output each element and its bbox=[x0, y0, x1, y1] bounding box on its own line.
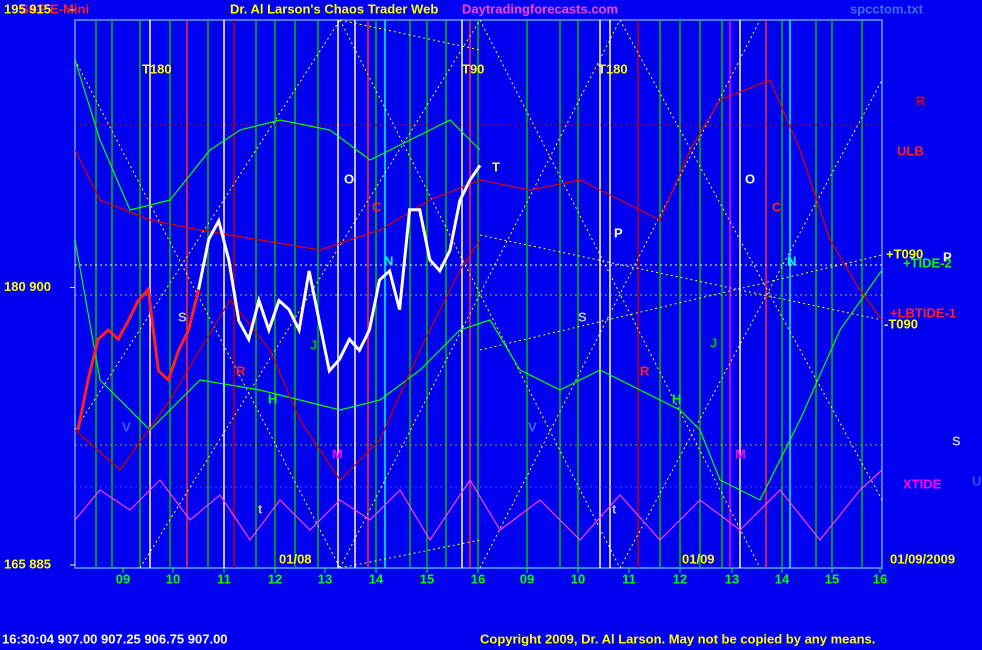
annotation: XTIDE bbox=[903, 476, 942, 491]
x-tick-label: 14 bbox=[369, 571, 384, 586]
annotation: 01/08 bbox=[279, 551, 312, 566]
annotation: M bbox=[332, 446, 343, 461]
band-red bbox=[74, 79, 883, 321]
x-tick-label: 15 bbox=[825, 571, 839, 586]
annotation: T180 bbox=[142, 61, 172, 76]
x-tick-label: 10 bbox=[166, 571, 180, 586]
annotation: 01/09/2009 bbox=[890, 551, 955, 566]
diagonal bbox=[339, 539, 481, 569]
diagonal bbox=[479, 234, 883, 321]
diagonal bbox=[74, 19, 341, 431]
price-line bbox=[197, 164, 482, 375]
x-tick-label: 09 bbox=[116, 571, 130, 586]
annotation: P bbox=[614, 225, 623, 240]
annotation: -T090 bbox=[884, 316, 918, 331]
x-tick-label: 15 bbox=[420, 571, 434, 586]
price-line bbox=[76, 285, 201, 431]
annotation: +LBTIDE-1 bbox=[890, 305, 956, 320]
annotation: T bbox=[492, 159, 500, 174]
x-tick-label: 16 bbox=[471, 571, 485, 586]
x-tick-label: 13 bbox=[725, 571, 739, 586]
annotation: N bbox=[384, 253, 393, 268]
x-tick-label: 16 bbox=[873, 571, 887, 586]
tide bbox=[74, 239, 481, 481]
diagonal bbox=[619, 19, 883, 501]
x-tick-label: 11 bbox=[622, 571, 636, 586]
annotation: +T090 bbox=[886, 246, 923, 261]
file: spcctom.txt bbox=[850, 1, 924, 16]
annotation: M bbox=[735, 446, 746, 461]
annotation: t bbox=[612, 501, 617, 516]
overlays bbox=[74, 19, 883, 569]
annotation: ULB bbox=[897, 143, 924, 158]
annotation: T90 bbox=[462, 61, 484, 76]
symbol: S&P E-Mini bbox=[20, 1, 89, 16]
annotation: t bbox=[258, 501, 263, 516]
annotation: S bbox=[578, 309, 587, 324]
annotation: J bbox=[310, 337, 317, 352]
annotation: V bbox=[122, 419, 131, 434]
annotation: S bbox=[178, 309, 187, 324]
annotation: O bbox=[344, 171, 354, 186]
annotation: 01/09 bbox=[682, 551, 715, 566]
x-tick-label: 12 bbox=[673, 571, 687, 586]
annotation: S bbox=[952, 433, 961, 448]
annotation: C bbox=[372, 199, 382, 214]
annotation: U bbox=[972, 473, 981, 488]
x-tick-label: 09 bbox=[520, 571, 534, 586]
annotation: R bbox=[916, 93, 926, 108]
annotation: V bbox=[528, 419, 537, 434]
x-tick-label: 11 bbox=[217, 571, 231, 586]
band-lower bbox=[74, 239, 883, 501]
annotation: P bbox=[943, 249, 952, 264]
annotation: N bbox=[787, 253, 796, 268]
y-tick-label: 195 915 bbox=[4, 1, 51, 16]
diagonal bbox=[74, 59, 341, 569]
x-tick-label: 13 bbox=[318, 571, 332, 586]
copyright: Copyright 2009, Dr. Al Larson. May not b… bbox=[480, 631, 875, 646]
x-tick-label: 12 bbox=[268, 571, 282, 586]
annotation: H bbox=[268, 391, 277, 406]
annotation: H bbox=[672, 391, 681, 406]
annotation: +TIDE-2 bbox=[903, 255, 952, 270]
diagonal bbox=[479, 254, 883, 351]
diagonal bbox=[339, 19, 481, 51]
annotation: C bbox=[772, 199, 782, 214]
x-tick-label: 10 bbox=[571, 571, 585, 586]
annotation: R bbox=[640, 363, 650, 378]
xtide bbox=[74, 469, 883, 542]
title: Dr. Al Larson's Chaos Trader Web bbox=[230, 1, 438, 16]
site: Daytradingforecasts.com bbox=[462, 1, 618, 16]
annotation: R bbox=[236, 363, 246, 378]
annotation: O bbox=[745, 171, 755, 186]
x-tick-label: 14 bbox=[775, 571, 790, 586]
annotation: T180 bbox=[598, 61, 628, 76]
annotation: J bbox=[710, 335, 717, 350]
band-upper bbox=[74, 59, 481, 211]
y-tick-label: 165 885 bbox=[4, 556, 51, 571]
y-tick-label: 180 900 bbox=[4, 279, 51, 294]
quote: 16:30:04 907.00 907.25 906.75 907.00 bbox=[2, 631, 228, 646]
diagonal bbox=[619, 79, 883, 569]
